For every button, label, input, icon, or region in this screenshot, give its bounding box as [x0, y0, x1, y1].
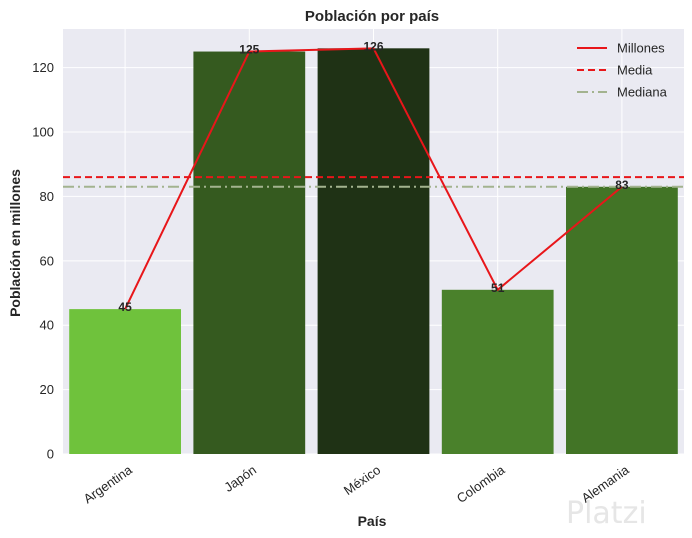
reference-lines: [63, 176, 684, 188]
data-labels: 45 125 126 51 83: [118, 39, 628, 314]
data-label: 45: [118, 300, 132, 314]
legend-label: Media: [617, 63, 653, 78]
bar-japón: [193, 51, 306, 455]
line-series: [124, 47, 623, 310]
y-tick-label: 60: [40, 253, 54, 268]
y-tick-label: 40: [40, 318, 54, 333]
data-label: 126: [363, 39, 383, 53]
y-tick-label: 80: [40, 189, 54, 204]
bar-argentina: [69, 309, 181, 454]
x-tick-label: Colombia: [454, 462, 508, 506]
platzi-watermark: Platzi: [566, 496, 647, 531]
data-label: 125: [239, 43, 259, 57]
legend-label: Millones: [617, 41, 665, 56]
chart-title: Población por país: [305, 8, 439, 25]
data-label: 83: [615, 178, 629, 192]
bar-colombia: [441, 289, 554, 454]
bar-méxico: [317, 48, 430, 455]
y-axis-label: Población en millones: [7, 169, 23, 317]
x-axis-label: País: [358, 513, 387, 529]
y-tick-label: 0: [47, 447, 54, 462]
y-tick-label: 20: [40, 382, 54, 397]
x-tick-label: Japón: [221, 462, 259, 495]
data-label: 51: [491, 281, 505, 295]
bar-alemania: [566, 186, 678, 455]
y-tick-label: 120: [32, 60, 54, 75]
legend-label: Mediana: [617, 85, 668, 100]
legend: Millones Media Mediana: [577, 41, 668, 100]
bars: [69, 48, 678, 455]
y-tick-label: 100: [32, 125, 54, 140]
millones-line: [124, 47, 623, 310]
x-tick-label: México: [341, 462, 383, 498]
x-tick-label: Argentina: [81, 462, 136, 507]
